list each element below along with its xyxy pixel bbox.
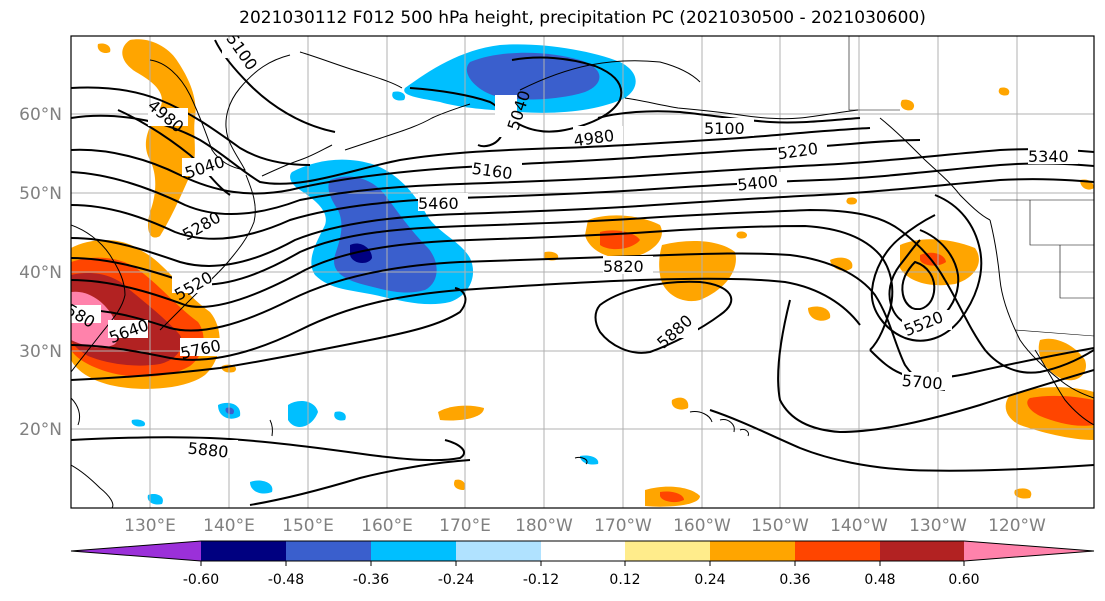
colorbar-segment bbox=[795, 541, 880, 561]
contour-label-5460: 5460 bbox=[418, 194, 459, 213]
colorbar-tick: -0.24 bbox=[438, 572, 474, 588]
latitude-labels: 60°N 50°N 40°N 30°N 20°N bbox=[19, 105, 62, 440]
colorbar-tick: -0.48 bbox=[268, 572, 304, 588]
lat-label-50n: 50°N bbox=[19, 184, 62, 204]
map-border bbox=[70, 35, 1095, 509]
lon-label-130w: 130°W bbox=[909, 516, 967, 536]
lon-label-120w: 120°W bbox=[988, 516, 1046, 536]
contour-label-5100-b: 5100 bbox=[704, 119, 745, 138]
lon-label-150w: 150°W bbox=[751, 516, 809, 536]
colorbar-tick: 0.60 bbox=[948, 572, 979, 588]
colorbar-segment bbox=[371, 541, 456, 561]
lon-label-140w: 140°W bbox=[830, 516, 888, 536]
colorbar-segment bbox=[286, 541, 371, 561]
lon-label-170w: 170°W bbox=[594, 516, 652, 536]
colorbar-extend-high bbox=[964, 541, 1094, 561]
colorbar-extend-low bbox=[71, 541, 201, 561]
colorbar-tick: 0.36 bbox=[779, 572, 810, 588]
lon-label-130e: 130°E bbox=[124, 516, 176, 536]
colorbar-segment bbox=[456, 541, 541, 561]
lat-label-40n: 40°N bbox=[19, 263, 62, 283]
lat-label-60n: 60°N bbox=[19, 105, 62, 125]
contour-label-5340: 5340 bbox=[1028, 147, 1069, 166]
contour-label-5700: 5700 bbox=[901, 371, 943, 393]
colorbar-segment bbox=[201, 541, 286, 561]
colorbar: -0.60 -0.48 -0.36 -0.24 -0.12 0.12 0.24 … bbox=[70, 540, 1095, 588]
lat-label-20n: 20°N bbox=[19, 420, 62, 440]
height-contours bbox=[71, 39, 1094, 506]
longitude-labels: 130°E 140°E 150°E 160°E 170°E 180°W 170°… bbox=[124, 516, 1046, 536]
colorbar-tick: 0.12 bbox=[609, 572, 640, 588]
colorbar-tick: 0.24 bbox=[694, 572, 725, 588]
colorbar-segment bbox=[625, 541, 710, 561]
colorbar-tick: -0.60 bbox=[183, 572, 219, 588]
coastlines bbox=[71, 51, 1094, 508]
map-body: 5100 4980 5040 5280 5520 5640 5760 5160 … bbox=[71, 36, 1094, 508]
contour-label-5820: 5820 bbox=[603, 257, 644, 276]
map-title: 2021030112 F012 500 hPa height, precipit… bbox=[239, 8, 926, 28]
colorbar-segment bbox=[880, 541, 964, 561]
colorbar-tick: 0.48 bbox=[864, 572, 895, 588]
contour-label-5880-b: 5880 bbox=[187, 439, 229, 462]
colorbar-tick: -0.36 bbox=[353, 572, 389, 588]
lat-label-30n: 30°N bbox=[19, 342, 62, 362]
lon-label-170e: 170°E bbox=[439, 516, 491, 536]
lon-label-140e: 140°E bbox=[203, 516, 255, 536]
lon-label-160e: 160°E bbox=[361, 516, 413, 536]
contour-label-5400: 5400 bbox=[736, 171, 778, 194]
colorbar-segment bbox=[541, 541, 625, 561]
borders bbox=[848, 36, 1094, 337]
colorbar-tick: -0.12 bbox=[523, 572, 559, 588]
lon-label-180w: 180°W bbox=[515, 516, 573, 536]
lon-label-150e: 150°E bbox=[282, 516, 334, 536]
lon-label-160w: 160°W bbox=[673, 516, 731, 536]
colorbar-segment bbox=[710, 541, 795, 561]
contour-labels: 5100 4980 5040 5280 5520 5640 5760 5160 … bbox=[71, 36, 1078, 462]
